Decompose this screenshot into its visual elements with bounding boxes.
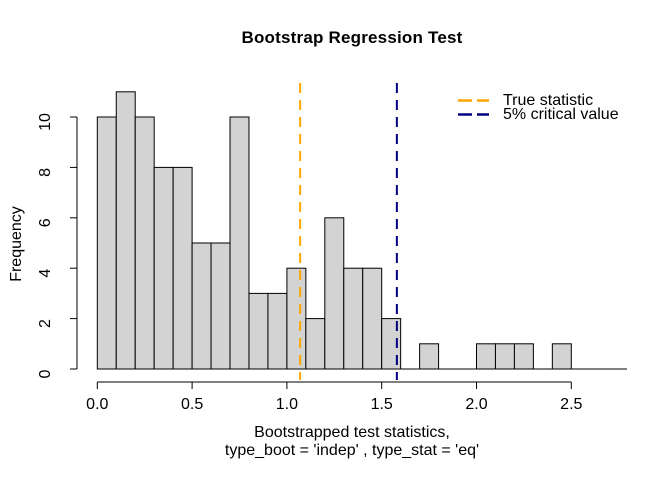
- x-axis-label-line2: type_boot = 'indep' , type_stat = 'eq': [224, 442, 480, 459]
- histogram-bar: [343, 267, 364, 370]
- histogram-bar: [267, 292, 288, 370]
- x-tick-label: 2.5: [560, 396, 582, 413]
- y-axis-label: Frequency: [8, 206, 25, 282]
- histogram-bar: [551, 343, 572, 370]
- y-tick-label: 8: [37, 168, 54, 177]
- legend-label-true-statistic: True statistic: [503, 92, 594, 109]
- histogram-bar: [153, 166, 174, 370]
- histogram-bar: [134, 116, 155, 370]
- histogram-bar: [286, 267, 307, 370]
- histogram-bar: [115, 91, 136, 370]
- histogram-bar: [476, 343, 496, 370]
- x-tick-label: 0.5: [181, 396, 203, 413]
- histogram-bar: [305, 318, 326, 370]
- x-axis-label-line1: Bootstrapped test statistics,: [254, 424, 450, 441]
- x-tick-label: 1.0: [276, 396, 298, 413]
- y-tick-label: 6: [37, 218, 54, 227]
- x-tick-label: 0.0: [86, 396, 108, 413]
- histogram-bar: [419, 343, 440, 370]
- histogram-bar: [362, 267, 383, 370]
- histogram-bar: [96, 116, 117, 370]
- histogram-bar: [513, 343, 534, 370]
- x-tick-label: 2.0: [465, 396, 487, 413]
- histogram-bar: [494, 343, 515, 370]
- histogram-bar: [210, 242, 231, 370]
- y-tick-label: 0: [37, 369, 54, 378]
- histogram-bar: [324, 217, 345, 370]
- histogram-bar: [172, 166, 193, 370]
- x-tick-label: 1.5: [371, 396, 393, 413]
- histogram-bar: [248, 292, 269, 370]
- histogram-bar: [191, 242, 212, 370]
- histogram-bar: [229, 116, 250, 370]
- chart-title: Bootstrap Regression Test: [241, 28, 463, 47]
- legend-label-critical-value: 5% critical value: [503, 106, 619, 123]
- y-tick-label: 4: [37, 269, 54, 278]
- y-tick-label: 2: [37, 319, 54, 328]
- y-tick-label: 10: [37, 113, 54, 131]
